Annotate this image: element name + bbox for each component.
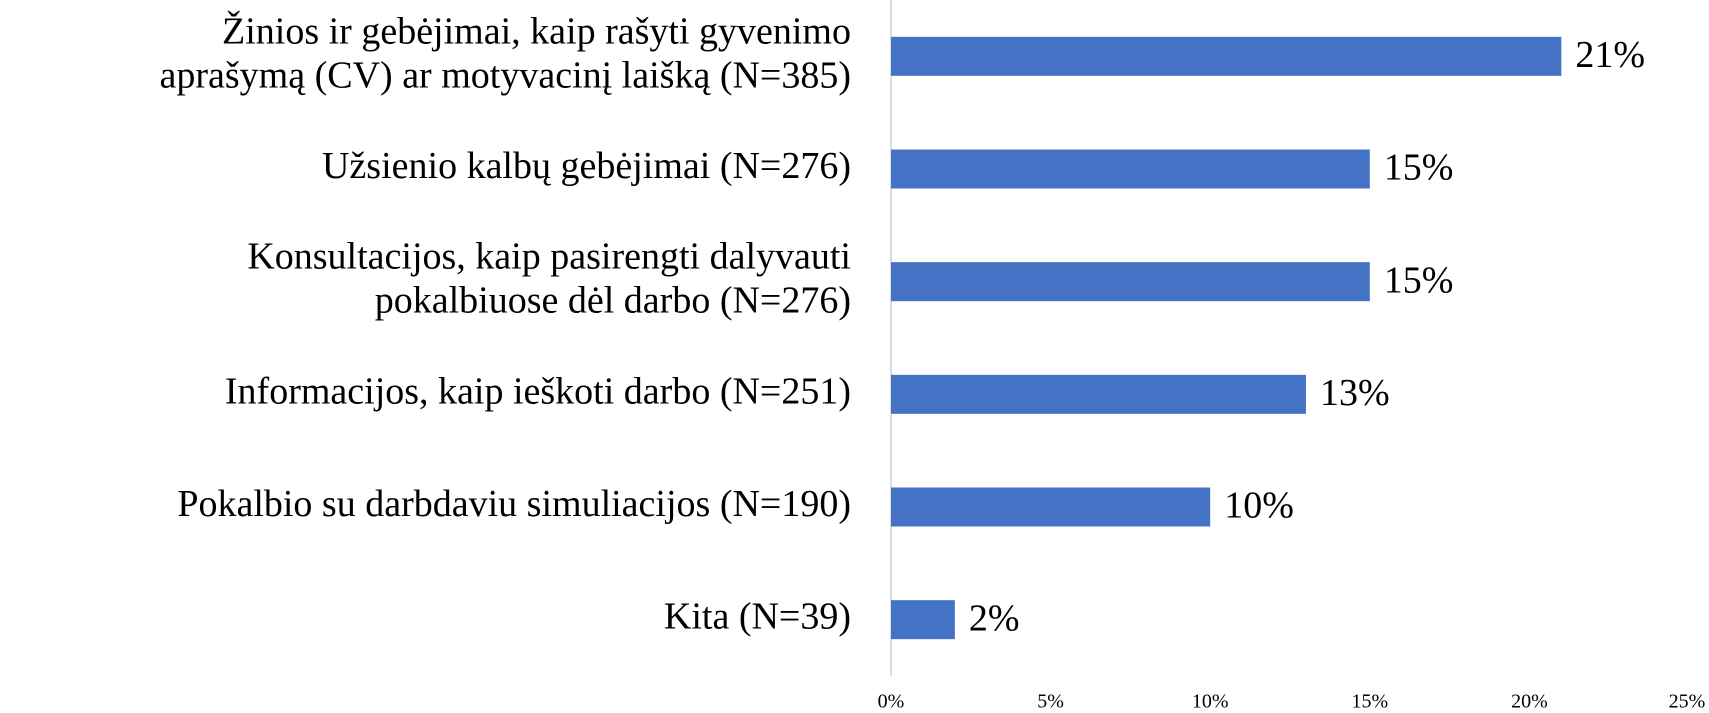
data-label: 21% [1575, 34, 1645, 76]
y-tick-label: Informacijos, kaip ieškoti darbo (N=251) [225, 370, 851, 412]
data-label: 15% [1384, 147, 1454, 189]
y-tick-label: Kita (N=39) [664, 595, 851, 637]
y-tick-label: Konsultacijos, kaip pasirengti dalyvauti… [247, 235, 851, 321]
bar [891, 600, 955, 640]
bar [891, 374, 1306, 414]
x-tick-label: 0% [878, 691, 905, 713]
x-tick-label: 25% [1669, 691, 1706, 713]
data-label: 15% [1384, 259, 1454, 301]
y-tick-label: Žinios ir gebėjimai, kaip rašyti gyvenim… [160, 10, 852, 96]
bar [891, 36, 1562, 76]
data-label: 2% [969, 597, 1020, 639]
x-tick-label: 5% [1037, 691, 1064, 713]
bar [891, 487, 1211, 527]
x-tick-label: 15% [1351, 691, 1388, 713]
data-label: 13% [1320, 372, 1390, 414]
y-tick-label: Užsienio kalbų gebėjimai (N=276) [322, 145, 851, 187]
y-tick-label: Pokalbio su darbdaviu simuliacijos (N=19… [177, 483, 851, 525]
x-tick-label: 20% [1511, 691, 1548, 713]
x-tick-label: 10% [1192, 691, 1229, 713]
bar [891, 149, 1370, 189]
data-label: 10% [1224, 485, 1294, 527]
bar [891, 262, 1370, 302]
